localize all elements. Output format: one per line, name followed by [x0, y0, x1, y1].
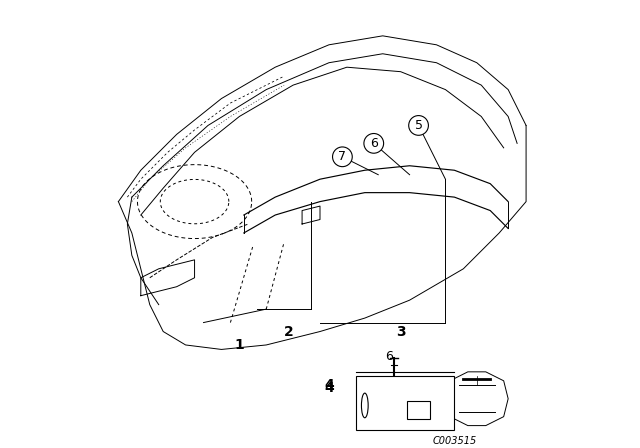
- Text: 1: 1: [234, 338, 244, 352]
- FancyBboxPatch shape: [356, 376, 454, 430]
- Circle shape: [409, 116, 428, 135]
- Text: 5: 5: [415, 119, 422, 132]
- Text: 4: 4: [324, 378, 334, 392]
- Text: C003515: C003515: [432, 436, 477, 446]
- Text: 2: 2: [284, 324, 294, 339]
- FancyBboxPatch shape: [407, 401, 430, 419]
- Text: 4: 4: [324, 380, 334, 395]
- Text: 3: 3: [396, 324, 406, 339]
- Text: 7: 7: [355, 401, 364, 414]
- Ellipse shape: [362, 393, 368, 418]
- Text: 6: 6: [370, 137, 378, 150]
- Text: 6: 6: [385, 349, 394, 363]
- Circle shape: [333, 147, 352, 167]
- Circle shape: [364, 134, 383, 153]
- Text: 7: 7: [339, 150, 346, 164]
- Text: 5: 5: [408, 401, 416, 414]
